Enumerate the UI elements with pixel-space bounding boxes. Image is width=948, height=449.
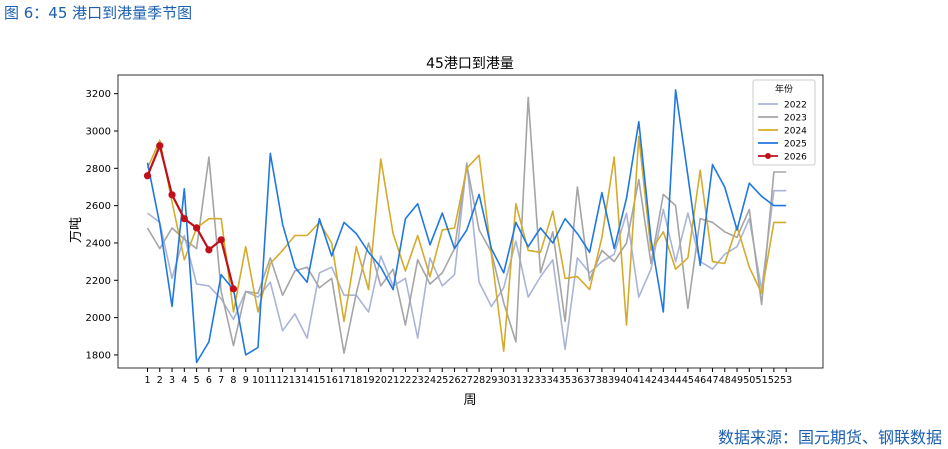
y-tick-label: 2600: [86, 201, 111, 212]
x-tick-label: 21: [387, 375, 399, 386]
x-tick-label: 32: [522, 375, 534, 386]
y-tick-label: 2200: [86, 276, 111, 287]
series-line: [146, 135, 787, 352]
x-tick-label: 34: [547, 375, 559, 386]
x-tick-label: 42: [645, 375, 657, 386]
x-tick-label: 14: [301, 375, 313, 386]
data-point: [217, 236, 225, 244]
x-tick-label: 46: [694, 375, 706, 386]
x-tick-label: 4: [181, 375, 187, 386]
x-tick-label: 45: [682, 375, 694, 386]
x-tick-label: 52: [768, 375, 780, 386]
x-tick-label: 53: [780, 375, 792, 386]
y-axis-label: 万吨: [69, 217, 84, 243]
x-tick-label: 35: [559, 375, 571, 386]
x-tick-label: 1: [144, 375, 150, 386]
y-tick-label: 2000: [86, 313, 111, 324]
x-tick-label: 3: [169, 375, 175, 386]
x-tick-label: 17: [338, 375, 350, 386]
y-tick-label: 1800: [86, 350, 111, 361]
x-tick-label: 51: [756, 375, 768, 386]
x-tick-label: 6: [206, 375, 212, 386]
x-tick-label: 26: [448, 375, 460, 386]
x-tick-label: 10: [252, 375, 264, 386]
x-tick-label: 44: [670, 375, 682, 386]
x-tick-label: 37: [584, 375, 596, 386]
x-tick-label: 20: [375, 375, 387, 386]
x-tick-label: 38: [596, 375, 608, 386]
figure-caption: 图 6：45 港口到港量季节图: [4, 4, 193, 22]
legend-label: 2024: [784, 127, 807, 137]
x-tick-label: 23: [412, 375, 424, 386]
x-tick-label: 7: [218, 375, 224, 386]
legend-label: 2023: [784, 114, 807, 124]
x-tick-label: 28: [473, 375, 485, 386]
x-tick-label: 43: [657, 375, 669, 386]
x-tick-label: 18: [350, 375, 362, 386]
x-axis-label: 周: [463, 393, 476, 408]
data-point: [205, 246, 213, 254]
x-tick-label: 33: [534, 375, 546, 386]
data-point: [229, 285, 238, 293]
legend-label: 2025: [784, 140, 807, 150]
series-line: [146, 89, 787, 364]
x-tick-label: 9: [243, 375, 249, 386]
plot-frame: [117, 74, 824, 369]
legend-label: 2022: [784, 101, 807, 111]
data-point: [156, 142, 164, 150]
x-tick-label: 50: [743, 375, 755, 386]
x-tick-label: 19: [363, 375, 375, 386]
x-tick-label: 48: [719, 375, 731, 386]
legend-title: 年份: [775, 83, 793, 95]
x-tick-label: 24: [424, 375, 436, 386]
legend-marker: [765, 153, 771, 159]
x-tick-label: 40: [620, 375, 632, 386]
y-tick-label: 3200: [86, 89, 111, 100]
y-tick-label: 2400: [86, 238, 111, 249]
x-tick-label: 16: [326, 375, 338, 386]
x-tick-label: 31: [510, 375, 522, 386]
x-tick-label: 2: [157, 375, 163, 386]
x-tick-label: 13: [289, 375, 301, 386]
x-tick-label: 11: [264, 375, 276, 386]
y-tick-label: 2800: [86, 164, 111, 175]
x-tick-label: 36: [571, 375, 583, 386]
y-tick-label: 3000: [86, 126, 111, 137]
data-point: [143, 172, 152, 180]
x-tick-label: 22: [399, 375, 411, 386]
chart-title: 45港口到港量: [426, 56, 514, 72]
x-tick-label: 39: [608, 375, 620, 386]
legend-label: 2026: [784, 153, 807, 163]
source-note: 数据来源：国元期货、钢联数据: [717, 428, 942, 447]
x-tick-label: 12: [277, 375, 289, 386]
x-tick-label: 15: [313, 375, 325, 386]
x-tick-label: 47: [706, 375, 718, 386]
data-point: [180, 215, 188, 223]
x-tick-label: 30: [498, 375, 510, 386]
data-point: [193, 224, 201, 232]
x-tick-label: 8: [230, 375, 236, 386]
x-tick-label: 25: [436, 375, 448, 386]
data-point: [168, 191, 176, 199]
x-tick-label: 49: [731, 375, 743, 386]
x-tick-label: 5: [194, 375, 200, 386]
x-tick-label: 41: [633, 375, 645, 386]
x-tick-label: 27: [461, 375, 473, 386]
x-tick-label: 29: [485, 375, 497, 386]
